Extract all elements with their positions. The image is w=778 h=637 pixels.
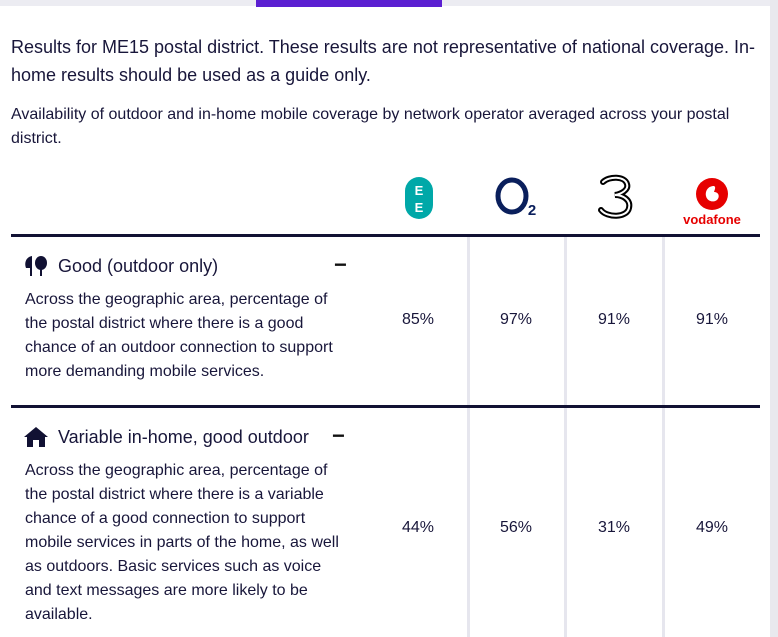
row-title-text: Variable in-home, good outdoor <box>58 426 309 447</box>
value-o2: 56% <box>499 519 533 536</box>
vodafone-wordmark: vodafone <box>683 212 741 227</box>
svg-text:E: E <box>415 200 424 215</box>
table-header-rule <box>11 234 760 237</box>
svg-text:2: 2 <box>528 202 536 219</box>
row-description: Across the geographic area, percentage o… <box>25 462 339 623</box>
vodafone-logo-icon: vodafone <box>680 175 744 229</box>
collapse-button[interactable]: − <box>332 423 345 448</box>
row-title-variable-inhome: Variable in-home, good outdoor <box>22 424 309 450</box>
value-three: 31% <box>597 519 631 536</box>
scrollbar-track[interactable] <box>770 0 778 637</box>
row-title-text: Good (outdoor only) <box>58 255 219 276</box>
svg-text:E: E <box>415 183 424 198</box>
three-logo-icon <box>595 174 635 220</box>
ee-logo-icon: E E <box>404 176 434 220</box>
value-vodafone: 91% <box>695 311 729 328</box>
row-title-good-outdoor: Good (outdoor only) <box>22 253 218 279</box>
coverage-description: Availability of outdoor and in-home mobi… <box>11 106 730 147</box>
column-separator <box>467 236 470 637</box>
value-three: 91% <box>597 311 631 328</box>
value-o2: 97% <box>499 311 533 328</box>
results-notice: Results for ME15 postal district. These … <box>11 37 756 85</box>
value-vodafone: 49% <box>695 519 729 536</box>
value-ee: 85% <box>401 311 435 328</box>
row-divider <box>11 405 760 408</box>
value-ee: 44% <box>401 519 435 536</box>
column-separator <box>662 236 665 637</box>
house-icon <box>22 424 50 450</box>
column-separator <box>564 236 567 637</box>
active-tab-indicator[interactable] <box>256 0 442 7</box>
o2-logo-icon: 2 <box>494 174 540 220</box>
trees-icon <box>22 253 50 279</box>
row-description: Across the geographic area, percentage o… <box>25 291 333 380</box>
collapse-button[interactable]: − <box>334 252 347 277</box>
